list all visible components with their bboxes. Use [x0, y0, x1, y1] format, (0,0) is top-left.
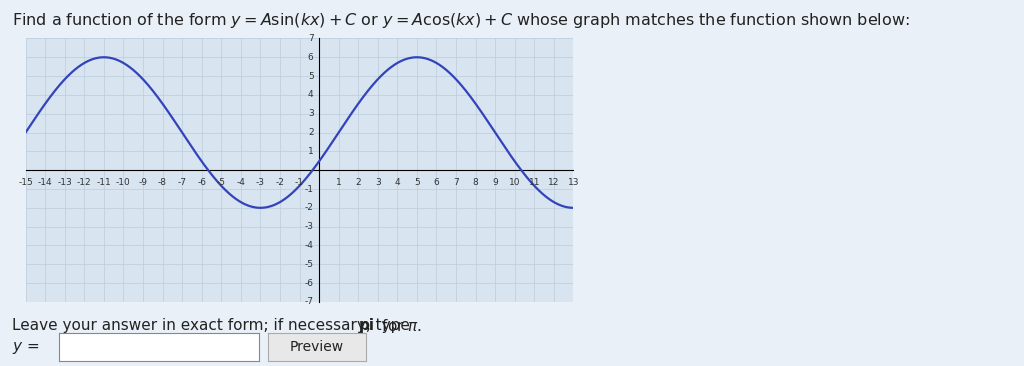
Text: -2: -2 [275, 178, 285, 187]
Text: -2: -2 [305, 203, 313, 212]
Text: -7: -7 [177, 178, 186, 187]
Text: Preview: Preview [290, 340, 344, 354]
Text: -9: -9 [138, 178, 147, 187]
Text: -8: -8 [158, 178, 167, 187]
Text: -4: -4 [237, 178, 246, 187]
Text: -14: -14 [38, 178, 52, 187]
Text: 5: 5 [308, 72, 313, 81]
Text: -1: -1 [304, 184, 313, 194]
Text: pi: pi [358, 318, 375, 333]
Text: for $\pi$.: for $\pi$. [377, 318, 422, 335]
Text: 1: 1 [336, 178, 342, 187]
Text: 8: 8 [473, 178, 478, 187]
Text: -12: -12 [77, 178, 91, 187]
Text: 7: 7 [454, 178, 459, 187]
Text: 6: 6 [308, 53, 313, 62]
Text: 7: 7 [308, 34, 313, 43]
Text: -4: -4 [305, 241, 313, 250]
Text: Find a function of the form $y = A\sin(kx) + C$ or $y = A\cos(kx) + C$ whose gra: Find a function of the form $y = A\sin(k… [12, 11, 910, 30]
Text: 9: 9 [493, 178, 498, 187]
Text: -3: -3 [256, 178, 265, 187]
Text: 2: 2 [355, 178, 361, 187]
Text: -13: -13 [57, 178, 72, 187]
Text: -5: -5 [217, 178, 225, 187]
Text: -7: -7 [304, 298, 313, 306]
Text: -1: -1 [295, 178, 304, 187]
Text: 10: 10 [509, 178, 520, 187]
Text: 6: 6 [433, 178, 439, 187]
Text: 12: 12 [548, 178, 559, 187]
Text: 4: 4 [308, 90, 313, 100]
Text: 3: 3 [308, 109, 313, 118]
Text: 3: 3 [375, 178, 381, 187]
Text: -11: -11 [96, 178, 112, 187]
Text: 11: 11 [528, 178, 540, 187]
Text: 1: 1 [308, 147, 313, 156]
Text: 5: 5 [414, 178, 420, 187]
Text: $y$ =: $y$ = [12, 340, 40, 356]
Text: -6: -6 [198, 178, 206, 187]
Text: -5: -5 [304, 260, 313, 269]
Text: 2: 2 [308, 128, 313, 137]
Text: -3: -3 [304, 222, 313, 231]
Text: -15: -15 [18, 178, 33, 187]
Text: -10: -10 [116, 178, 131, 187]
Text: Leave your answer in exact form; if necessary, type: Leave your answer in exact form; if nece… [12, 318, 415, 333]
Text: 13: 13 [567, 178, 580, 187]
Text: -6: -6 [304, 279, 313, 288]
Text: 4: 4 [394, 178, 400, 187]
